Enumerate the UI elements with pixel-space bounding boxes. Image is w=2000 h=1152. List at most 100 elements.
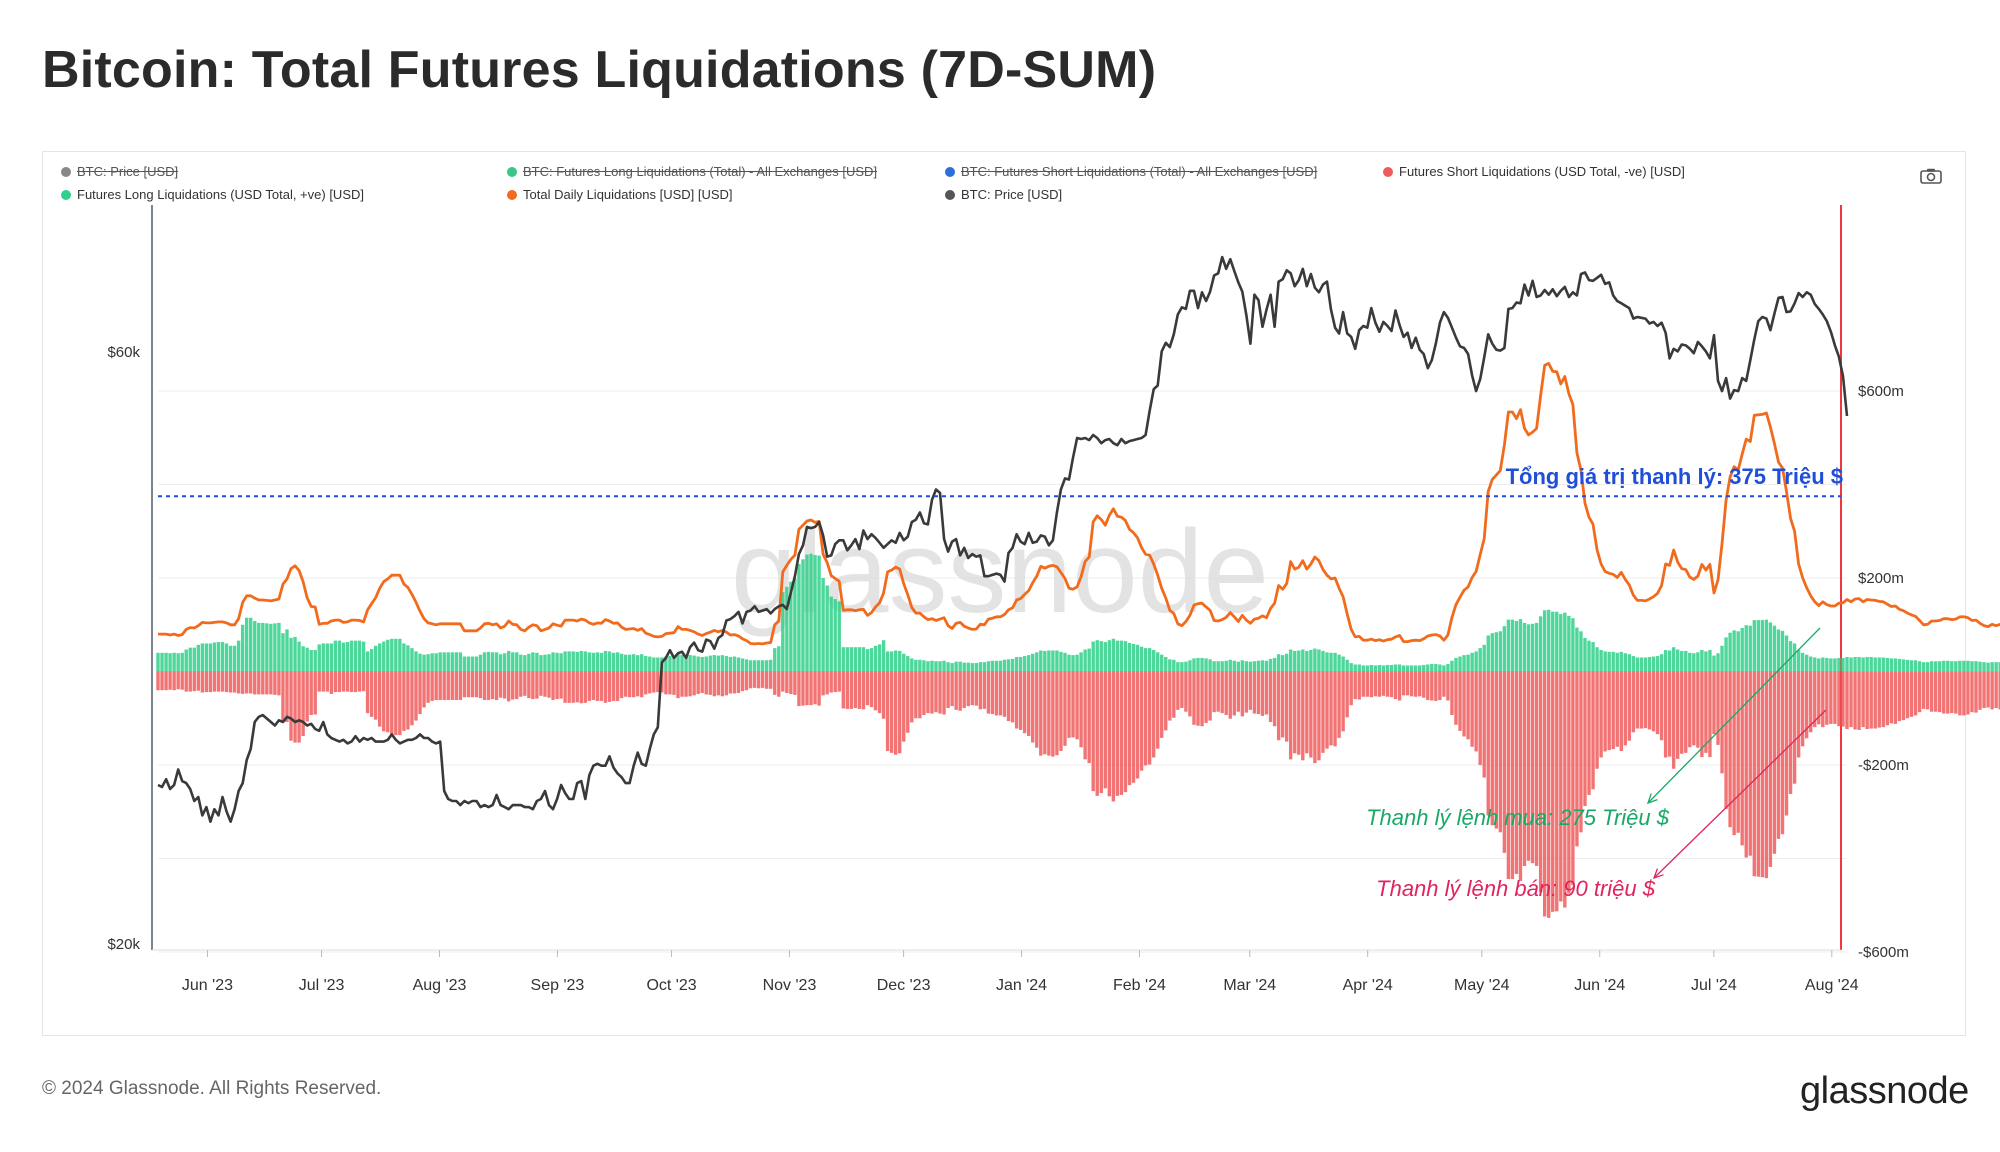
long-liquidation-bar (1591, 642, 1595, 672)
long-liquidation-bar (1143, 648, 1148, 672)
long-liquidation-bar (1998, 662, 2000, 672)
short-liquidation-bar (1047, 671, 1051, 756)
short-liquidation-bar (1180, 671, 1184, 708)
long-liquidation-bar (1135, 644, 1140, 672)
long-liquidation-bar (1732, 630, 1736, 672)
long-liquidation-bar (1426, 664, 1430, 672)
short-liquidation-bar (269, 671, 273, 695)
long-liquidation-bar (1184, 661, 1188, 672)
short-liquidation-bar (1111, 671, 1116, 802)
short-liquidation-bar (1377, 671, 1382, 697)
long-liquidation-bar (1353, 664, 1357, 672)
short-liquidation-bar (1986, 671, 1990, 708)
legend-label: Futures Short Liquidations (USD Total, -… (1399, 164, 1685, 179)
short-liquidation-bar (1490, 671, 1494, 826)
short-liquidation-bar (394, 671, 398, 736)
short-liquidation-bar (494, 671, 499, 701)
short-liquidation-bar (244, 671, 249, 694)
short-liquidation-bar (906, 671, 910, 733)
legend-label: BTC: Futures Long Liquidations (Total) -… (523, 164, 878, 179)
short-liquidation-bar (849, 671, 854, 709)
x-tick-label: Aug '24 (1805, 977, 1859, 994)
long-liquidation-bar (1825, 657, 1829, 672)
short-liquidation-bar (1458, 671, 1462, 731)
short-liquidation-bar (1095, 671, 1099, 796)
short-liquidation-bar (1518, 671, 1523, 881)
long-liquidation-bar (365, 651, 370, 672)
short-liquidation-bar (1696, 671, 1700, 748)
short-liquidation-bar (1353, 671, 1357, 700)
long-liquidation-bar (313, 649, 317, 672)
long-liquidation-bar (825, 585, 829, 672)
long-liquidation-bar (257, 622, 261, 672)
legend-item[interactable]: Futures Short Liquidations (USD Total, -… (1383, 164, 1685, 179)
short-liquidation-bar (1635, 671, 1640, 729)
long-liquidation-bar (1599, 649, 1603, 672)
short-liquidation-bar (1268, 671, 1273, 722)
short-liquidation-bar (1784, 671, 1789, 816)
short-liquidation-bar (1107, 671, 1112, 797)
short-liquidation-bar (1341, 671, 1345, 732)
long-liquidation-bar (732, 656, 737, 672)
short-liquidation-bar (196, 671, 200, 691)
long-liquidation-bar (829, 596, 833, 672)
short-liquidation-bar (752, 671, 757, 688)
long-liquidation-bar (881, 640, 886, 672)
short-liquidation-bar (1252, 671, 1257, 714)
short-liquidation-bar (595, 671, 600, 701)
long-liquidation-bar (1684, 650, 1688, 672)
legend-item[interactable]: BTC: Futures Long Liquidations (Total) -… (507, 164, 877, 179)
short-liquidation-bar (563, 671, 567, 703)
long-liquidation-bar (458, 652, 463, 672)
long-liquidation-bar (1147, 648, 1152, 672)
short-liquidation-bar (329, 671, 334, 694)
legend-item[interactable]: Total Daily Liquidations [USD] [USD] (507, 187, 733, 202)
long-liquidation-bar (668, 656, 672, 672)
long-liquidation-bar (664, 656, 668, 672)
short-liquidation-bar (1401, 671, 1406, 696)
long-liquidation-bar (1373, 665, 1378, 672)
x-tick-label: May '24 (1454, 977, 1510, 994)
long-liquidation-bar (1422, 664, 1426, 672)
long-liquidation-bar (1268, 658, 1273, 672)
legend-item[interactable]: Futures Long Liquidations (USD Total, +v… (61, 187, 364, 202)
short-liquidation-bar (1369, 671, 1374, 698)
long-liquidation-bar (1095, 640, 1099, 672)
short-liquidation-bar (1071, 671, 1075, 738)
short-liquidation-bar (1736, 671, 1740, 833)
short-liquidation-bar (1264, 671, 1269, 715)
short-liquidation-bar (410, 671, 414, 726)
camera-icon[interactable] (1920, 168, 1942, 184)
long-liquidation-bar (1470, 652, 1474, 672)
long-liquidation-bar (680, 654, 684, 672)
long-liquidation-bar (1075, 654, 1079, 672)
long-liquidation-bar (1341, 656, 1345, 672)
long-liquidation-bar (249, 617, 253, 672)
long-liquidation-bar (1938, 661, 1942, 672)
short-liquidation-bar (1317, 671, 1321, 761)
legend-item[interactable]: BTC: Price [USD] (945, 187, 1062, 202)
short-liquidation-bar (1006, 671, 1011, 722)
long-liquidation-bar (1954, 661, 1958, 672)
legend-item[interactable]: BTC: Futures Short Liquidations (Total) … (945, 164, 1317, 179)
long-liquidation-bar (172, 652, 176, 672)
short-liquidation-bar (200, 671, 205, 693)
long-liquidation-bar (684, 654, 688, 672)
long-liquidation-bar (228, 645, 233, 672)
short-liquidation-bar (1313, 671, 1317, 764)
short-liquidation-bar (821, 671, 825, 696)
long-liquidation-bar (232, 645, 237, 672)
short-annotation-arrow-head (1652, 868, 1664, 880)
long-liquidation-bar (1438, 664, 1442, 672)
short-liquidation-bar (1160, 671, 1164, 738)
short-liquidation-bar (833, 671, 837, 693)
short-liquidation-bar (293, 671, 297, 743)
short-liquidation-bar (1942, 671, 1946, 714)
short-liquidation-bar (1184, 671, 1188, 712)
short-liquidation-bar (390, 671, 394, 736)
y-right-tick-label: -$200m (1858, 757, 1909, 774)
long-liquidation-bar (1595, 647, 1599, 672)
long-liquidation-bar (1929, 661, 1934, 672)
legend-item[interactable]: BTC: Price [USD] (61, 164, 178, 179)
short-liquidation-bar (1925, 671, 1930, 710)
